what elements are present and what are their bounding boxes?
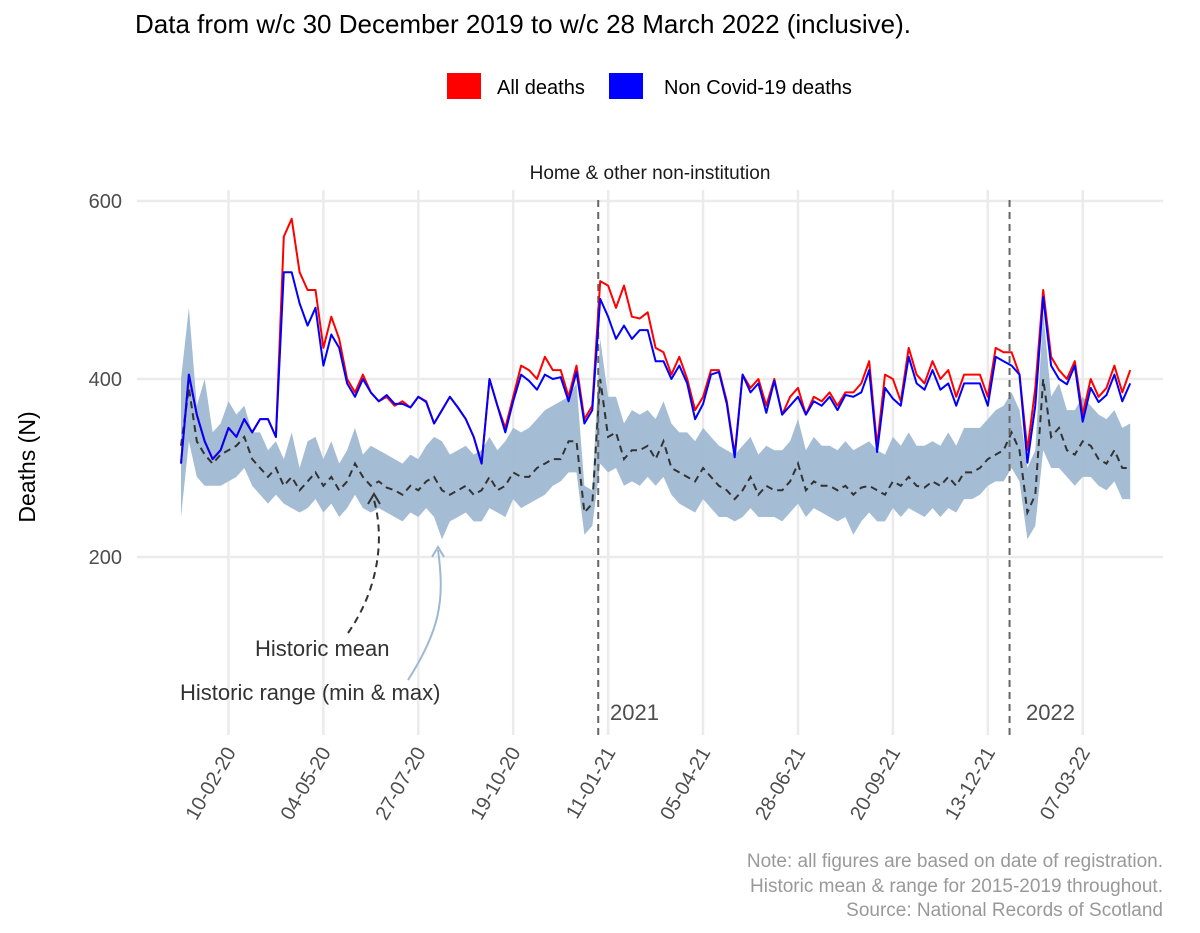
note-line-3: Source: National Records of Scotland	[846, 900, 1163, 921]
y-tick-label: 600	[89, 191, 122, 213]
range-annotation: Historic range (min & max)	[180, 680, 440, 705]
legend-label-all: All deaths	[497, 77, 585, 99]
x-tick-label: 19-10-20	[466, 744, 525, 824]
x-tick-label: 13-12-21	[941, 744, 1000, 824]
annotations: Historic mean Historic range (min & max)…	[180, 492, 1075, 725]
historic-mean-line	[180, 378, 1131, 517]
legend-label-noncovid: Non Covid-19 deaths	[664, 77, 852, 99]
x-tick-label: 07-03-22	[1036, 744, 1095, 824]
x-tick-label: 28-06-21	[751, 744, 810, 824]
x-tick-label: 27-07-20	[372, 744, 431, 824]
y-axis-ticks: 200 400 600	[89, 191, 122, 569]
x-tick-label: 05-04-21	[656, 744, 715, 824]
plot-area	[180, 200, 1132, 735]
x-tick-label: 04-05-20	[277, 744, 336, 824]
year-2021-label: 2021	[610, 700, 659, 725]
mean-arrowhead	[367, 492, 381, 505]
historic-range-band	[181, 307, 1131, 540]
mean-annotation: Historic mean	[255, 636, 389, 661]
chart-title: Data from w/c 30 December 2019 to w/c 28…	[135, 9, 911, 39]
series-line-non-covid-19-deaths	[180, 271, 1132, 465]
y-tick-label: 400	[89, 369, 122, 391]
range-arrowhead	[431, 545, 445, 558]
year-2022-label: 2022	[1026, 700, 1075, 725]
x-tick-label: 10-02-20	[182, 744, 241, 824]
range-arrow	[407, 549, 442, 681]
x-axis-ticks: 10-02-20 04-05-20 27-07-20 19-10-20 11-01-21…	[182, 744, 1095, 824]
legend-swatch-noncovid	[609, 73, 643, 99]
legend-swatch-all	[447, 73, 481, 99]
x-tick-label: 20-09-21	[846, 744, 905, 824]
note-line-2: Historic mean & range for 2015-2019 thro…	[750, 876, 1163, 897]
note-line-1: Note: all figures are based on date of r…	[747, 851, 1163, 872]
y-tick-label: 200	[89, 547, 122, 569]
legend: All deaths Non Covid-19 deaths	[447, 73, 852, 99]
series-line-all-deaths	[180, 217, 1132, 465]
x-tick-label: 11-01-21	[562, 744, 620, 823]
source-notes: Note: all figures are based on date of r…	[747, 851, 1163, 921]
mean-arrow	[347, 499, 380, 634]
y-axis-label: Deaths (N)	[14, 411, 40, 522]
facet-label: Home & other non-institution	[530, 163, 771, 184]
